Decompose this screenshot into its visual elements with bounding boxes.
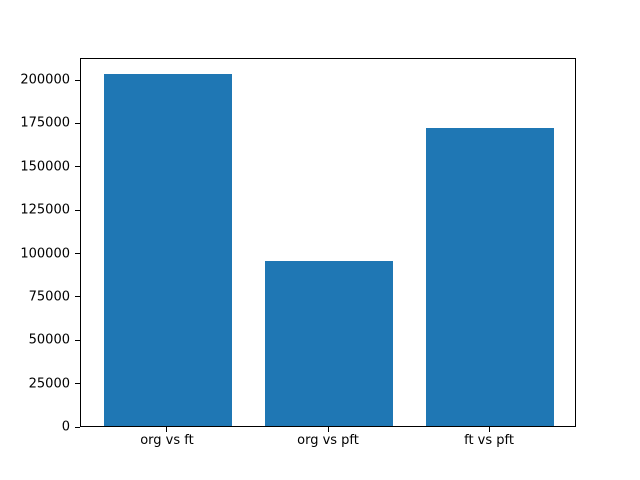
y-axis-tick [75, 253, 80, 255]
x-axis-tick-label: ft vs pft [464, 433, 514, 448]
y-axis-tick-label: 125000 [20, 202, 70, 218]
y-axis-tick-label: 50000 [28, 332, 70, 348]
y-axis-tick [75, 426, 80, 428]
y-axis-tick-label: 150000 [20, 159, 70, 175]
y-axis-tick [75, 79, 80, 81]
y-axis-tick [75, 209, 80, 211]
y-axis-tick-label: 200000 [20, 72, 70, 88]
y-axis-tick-label: 0 [61, 419, 70, 435]
plot-area [80, 58, 576, 427]
y-axis-tick [75, 122, 80, 124]
x-axis-tick [166, 427, 168, 432]
bar-ft-vs-pft [425, 127, 555, 426]
bar-org-vs-ft [103, 73, 233, 426]
x-axis-tick [488, 427, 490, 432]
x-axis-tick-label: org vs ft [140, 433, 194, 448]
y-axis-tick [75, 296, 80, 298]
y-axis-tick [75, 339, 80, 341]
y-axis-tick-label: 75000 [28, 289, 70, 305]
x-axis-tick-label: org vs pft [297, 433, 359, 448]
y-axis-tick-label: 100000 [20, 246, 70, 262]
bar-org-vs-pft [264, 261, 394, 426]
x-axis-tick [327, 427, 329, 432]
y-axis-tick-label: 25000 [28, 376, 70, 392]
y-axis-tick [75, 166, 80, 168]
y-axis-tick-label: 175000 [20, 115, 70, 131]
y-axis-tick [75, 383, 80, 385]
